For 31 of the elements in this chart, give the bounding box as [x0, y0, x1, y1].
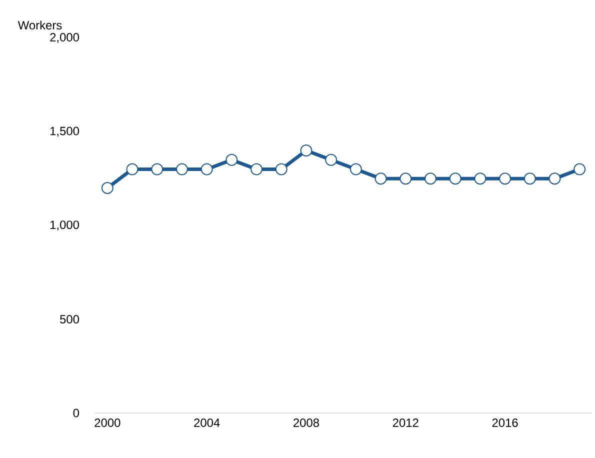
point: [176, 163, 188, 176]
x-tick-label: 2008: [294, 418, 319, 427]
x-tick-label: 2004: [194, 418, 220, 427]
point: [374, 172, 387, 185]
point: [325, 154, 338, 166]
point: [548, 172, 561, 185]
point: [151, 163, 164, 176]
point: [350, 163, 362, 176]
point: [499, 172, 512, 185]
y-tick-label: 1,500: [50, 126, 80, 137]
x-tick-label: 2016: [492, 418, 518, 427]
point: [400, 172, 412, 185]
x-tick-label: 2000: [94, 418, 120, 427]
y-axis-title: Workers: [18, 20, 62, 30]
y-tick-label: 0: [73, 408, 80, 418]
x-tick-label: 2012: [392, 418, 418, 427]
point: [449, 172, 462, 185]
point: [275, 163, 288, 176]
point: [101, 182, 114, 194]
point: [474, 172, 486, 185]
y-tick-label: 1,000: [50, 220, 80, 230]
point: [200, 163, 213, 176]
point: [574, 163, 586, 176]
y-tick-label: 2,000: [50, 33, 80, 43]
point: [300, 144, 312, 156]
point: [250, 163, 263, 176]
point: [524, 172, 536, 185]
point: [126, 163, 138, 176]
point: [226, 154, 238, 166]
y-tick-label: 500: [60, 315, 80, 324]
point: [424, 172, 436, 185]
